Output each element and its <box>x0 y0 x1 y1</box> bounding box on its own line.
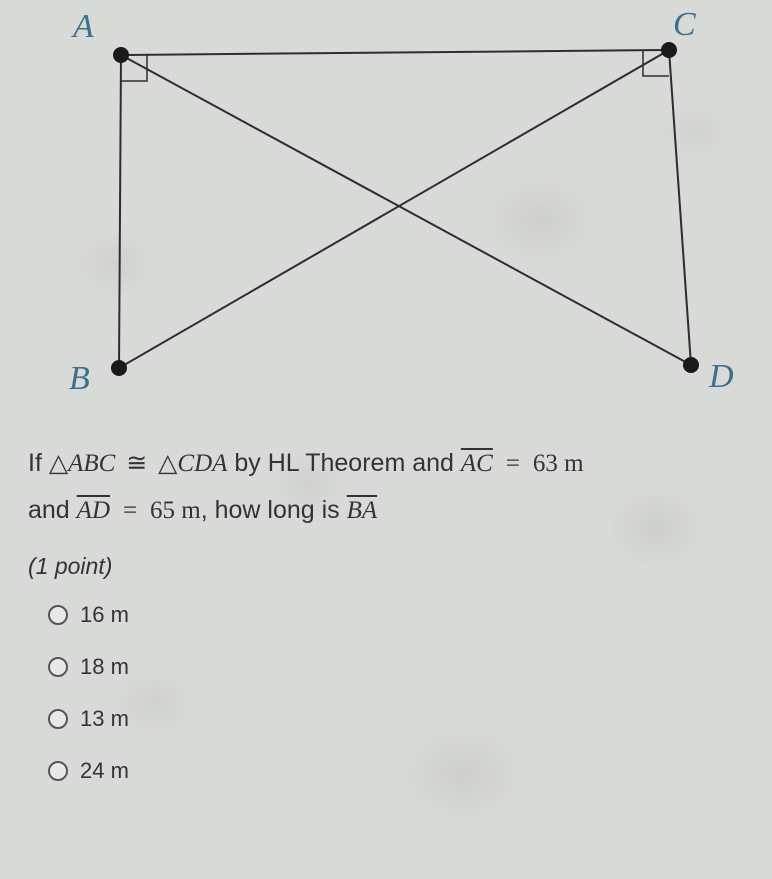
q-seg1: AC <box>461 450 493 477</box>
q-prefix: If <box>28 449 42 477</box>
option-1[interactable]: 16 m <box>48 602 744 628</box>
q-congruent: ≅ <box>122 450 151 477</box>
q-line2a: and <box>28 496 77 524</box>
radio-icon <box>48 657 68 677</box>
vertex-label-b: B <box>69 360 90 398</box>
vertex-label-c: C <box>673 6 696 44</box>
vertex-label-d: D <box>709 358 734 396</box>
q-seg2: AD <box>77 497 110 524</box>
option-label: 18 m <box>80 654 129 680</box>
option-4[interactable]: 24 m <box>48 758 744 784</box>
radio-icon <box>48 605 68 625</box>
geometry-diagram: A C B D <box>21 0 751 420</box>
option-label: 16 m <box>80 602 129 628</box>
vertex-label-a: A <box>73 8 94 46</box>
q-tri1: ABC <box>68 450 115 477</box>
q-seg3: BA <box>347 497 378 524</box>
q-val1: 63 m <box>533 450 584 477</box>
option-2[interactable]: 18 m <box>48 654 744 680</box>
option-label: 13 m <box>80 706 129 732</box>
q-tri2: CDA <box>177 450 227 477</box>
option-label: 24 m <box>80 758 129 784</box>
radio-icon <box>48 761 68 781</box>
answer-options: 16 m 18 m 13 m 24 m <box>0 580 772 784</box>
diagram-svg <box>21 0 751 420</box>
option-3[interactable]: 13 m <box>48 706 744 732</box>
points-label: (1 point) <box>0 535 772 580</box>
q-line2b: , how long is <box>201 496 347 524</box>
question-text: If △ABC ≅ △CDA by HL Theorem and AC = 63… <box>0 420 772 535</box>
q-mid1: by HL Theorem and <box>234 449 461 477</box>
radio-icon <box>48 709 68 729</box>
q-val2: 65 m <box>150 497 201 524</box>
